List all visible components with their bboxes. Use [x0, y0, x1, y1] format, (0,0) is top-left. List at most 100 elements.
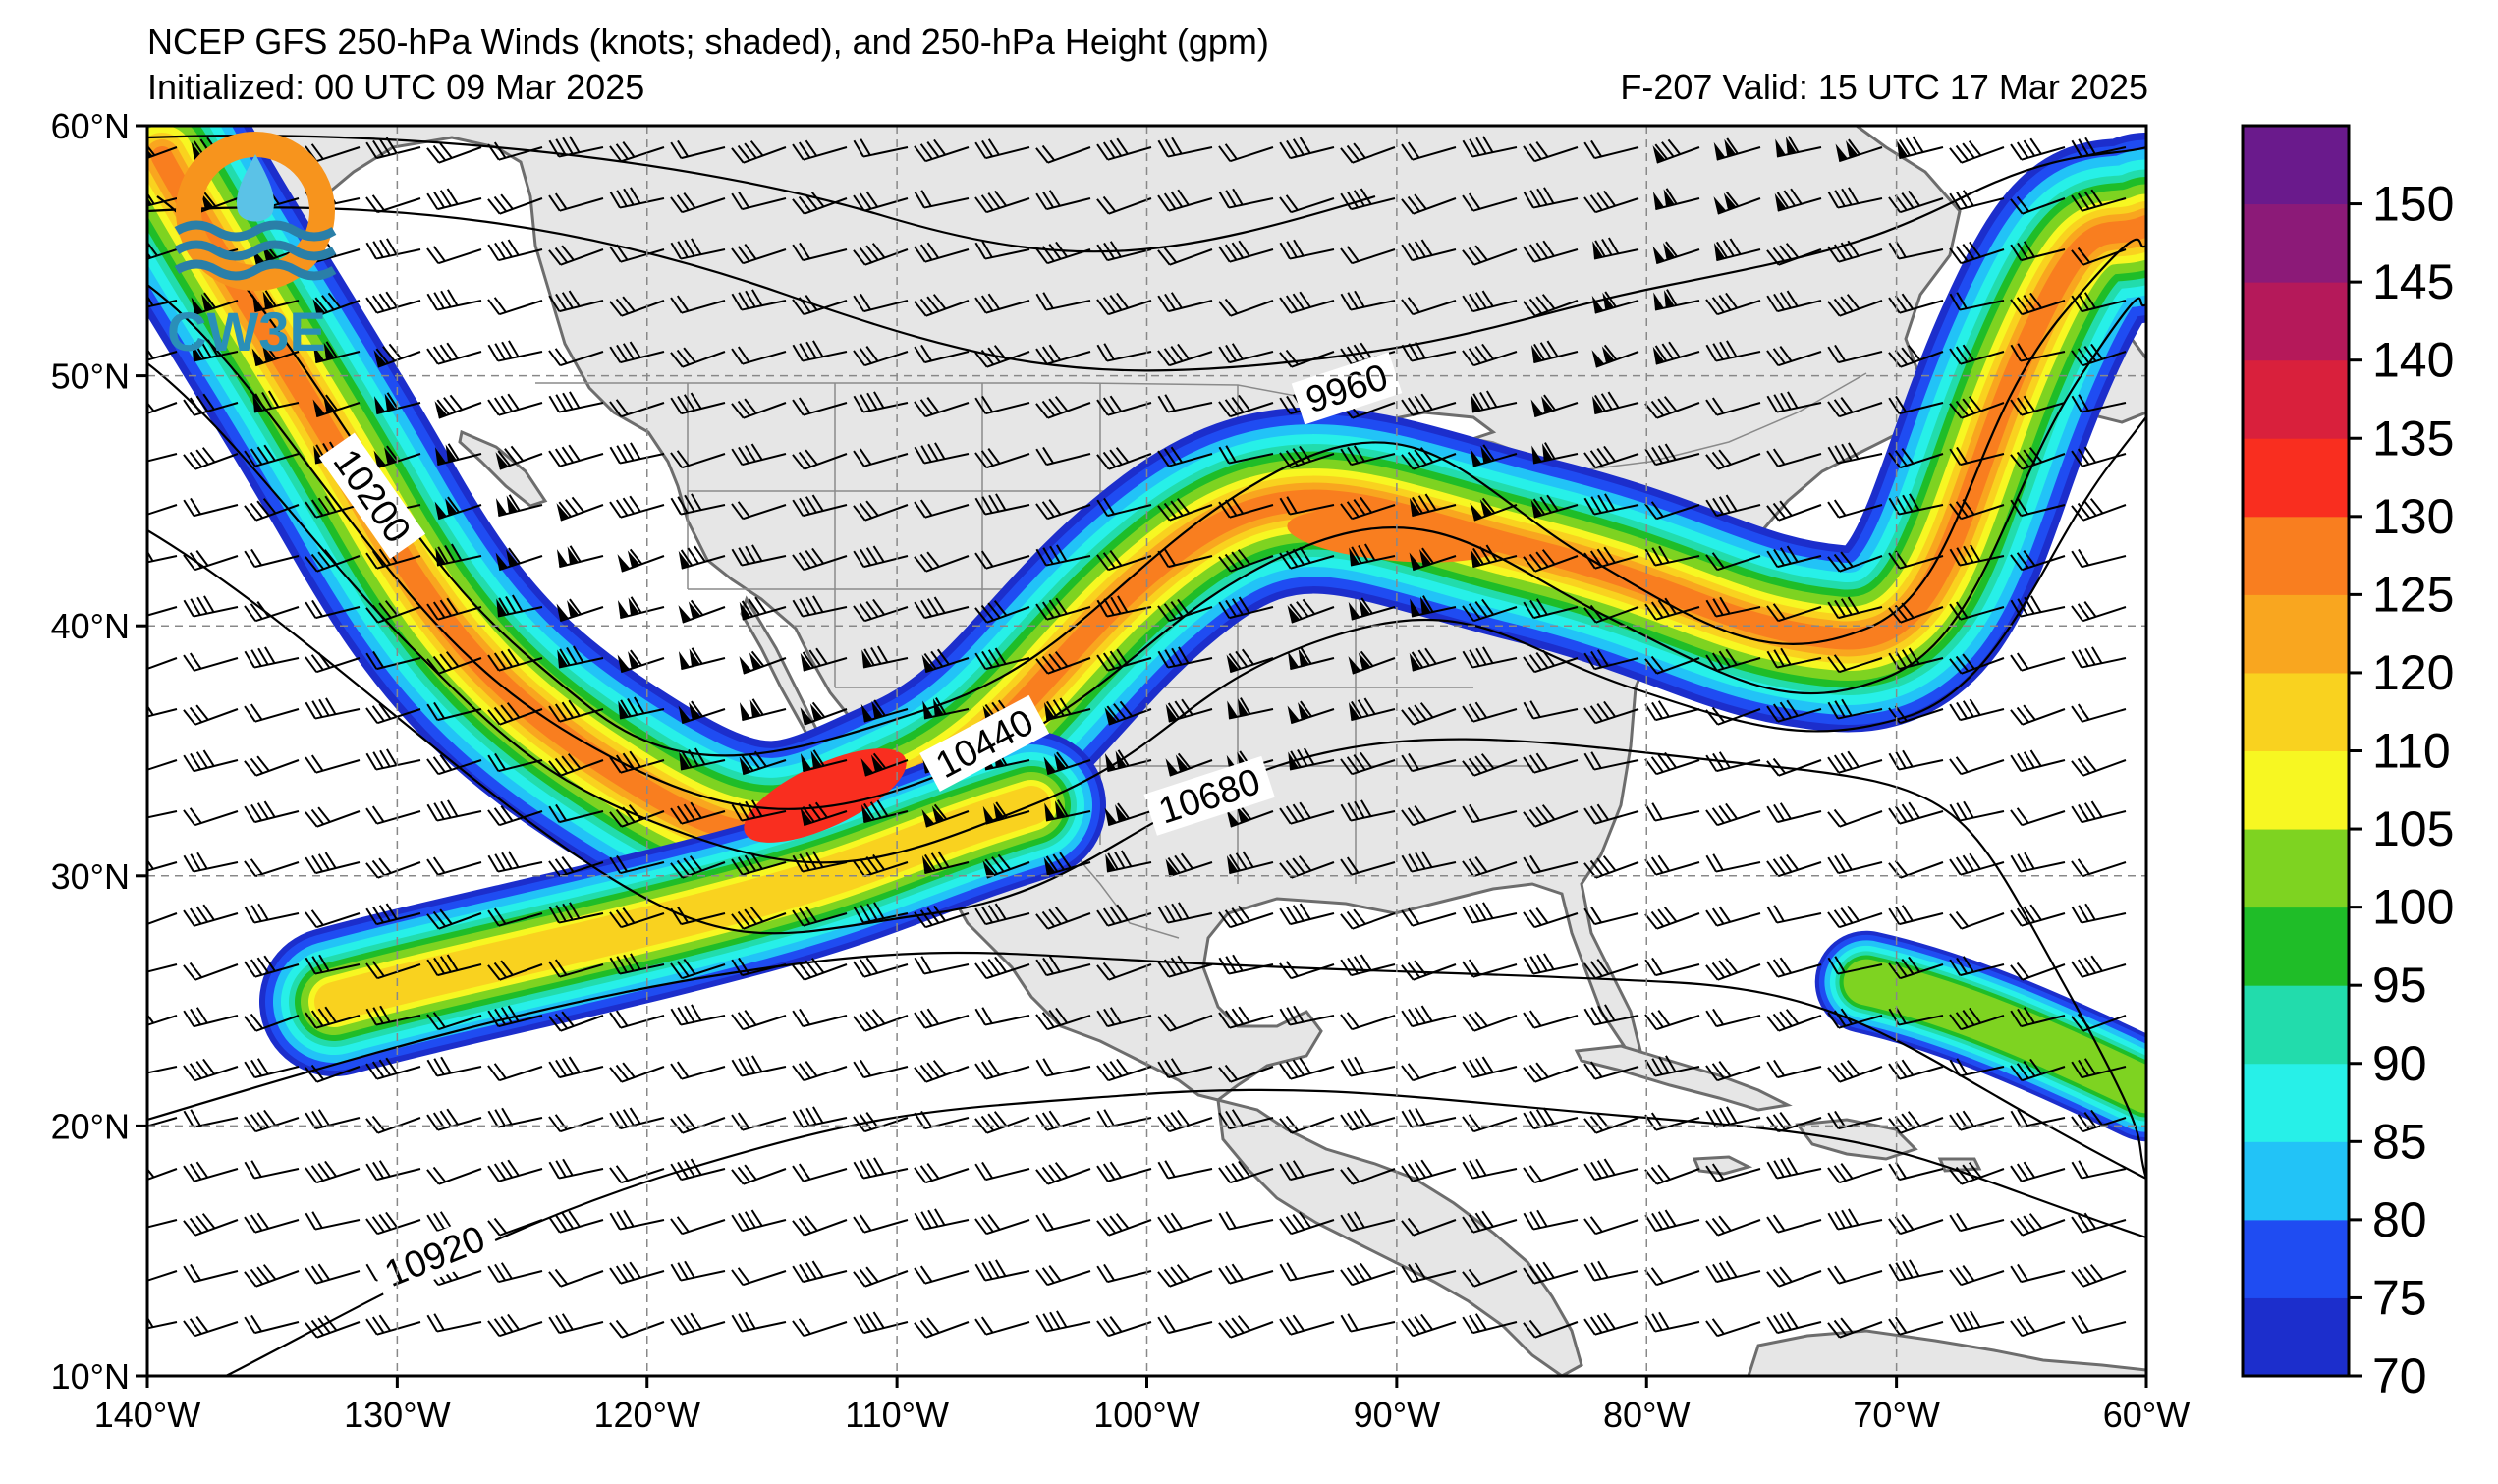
wind-barb	[147, 188, 178, 211]
wind-barb	[1157, 598, 1213, 623]
wind-barb	[1279, 801, 1335, 825]
wind-barb	[1035, 190, 1091, 211]
wind-barb	[860, 752, 909, 777]
colorbar-swatch	[2243, 203, 2349, 283]
wind-barb	[487, 1217, 543, 1237]
wind-barb	[1644, 443, 1700, 467]
wind-barb	[1888, 395, 1944, 415]
wind-barb	[1157, 955, 1213, 978]
wind-barb	[1462, 598, 1518, 623]
wind-barb	[1035, 956, 1091, 977]
wind-barb	[426, 597, 482, 621]
wind-barb	[1401, 141, 1457, 161]
wind-barb	[1340, 799, 1396, 822]
wind-barb	[1218, 497, 1274, 519]
wind-barb	[1340, 954, 1396, 977]
wind-barb	[2071, 548, 2127, 569]
wind-barb	[792, 1318, 848, 1338]
wind-barb	[1713, 137, 1761, 161]
wind-barb	[2071, 858, 2127, 878]
wind-barb	[670, 392, 726, 415]
wind-barb	[365, 703, 421, 725]
wind-barb	[426, 1108, 482, 1131]
wind-barb	[244, 548, 300, 569]
wind-barb	[792, 449, 848, 470]
wind-barb	[1157, 1109, 1213, 1133]
wind-barb	[305, 954, 361, 975]
colorbar: 70 75 80 85 90 95 100 105 110 120 125 130 135 140 145 1…	[2241, 124, 2454, 1403]
wind-barb	[244, 955, 300, 978]
wind-barb	[609, 854, 665, 875]
wind-barb	[1340, 1262, 1396, 1287]
wind-barb	[1591, 391, 1639, 415]
wind-barb	[1096, 1007, 1152, 1028]
wind-barb	[731, 398, 787, 419]
wind-barb	[305, 1211, 361, 1231]
wind-barb	[548, 192, 604, 212]
wind-barb	[183, 807, 239, 827]
wind-barb	[2071, 601, 2127, 623]
wind-barb	[2071, 137, 2127, 158]
wind-barb	[305, 1315, 361, 1339]
wind-barb	[1644, 545, 1700, 567]
colorbar-label: 135	[2372, 411, 2454, 466]
wind-barb	[1287, 647, 1335, 671]
wind-barb	[426, 188, 482, 211]
wind-barb	[434, 394, 482, 419]
wind-barb	[792, 906, 848, 927]
wind-barb	[487, 393, 543, 416]
wind-barb	[1705, 449, 1761, 470]
wind-barb	[1888, 190, 1944, 214]
wind-barb	[1035, 446, 1091, 467]
wind-barb	[731, 544, 787, 567]
wind-barb	[1462, 1313, 1518, 1335]
wind-barb	[1530, 394, 1579, 418]
wind-barb	[1705, 494, 1761, 518]
wind-barb	[1218, 596, 1274, 620]
wind-barb	[1583, 649, 1639, 671]
wind-barb	[2071, 1212, 2127, 1234]
wind-barb	[1218, 394, 1274, 418]
wind-barb	[1470, 497, 1518, 522]
logo-drop-icon	[236, 154, 275, 222]
wind-barb	[495, 445, 543, 470]
wind-barb	[305, 806, 361, 828]
lat-tick-label: 60°N	[51, 106, 130, 146]
wind-barb	[434, 443, 482, 467]
wind-barb	[2010, 1058, 2066, 1082]
wind-barb	[1157, 343, 1213, 367]
wind-barb	[1766, 1112, 1822, 1133]
wind-barb	[2071, 703, 2127, 723]
wind-barb	[860, 699, 909, 723]
wind-barb	[1340, 142, 1396, 164]
wind-barb	[183, 1213, 239, 1237]
wind-barb	[1462, 290, 1518, 313]
wind-barb	[426, 799, 482, 822]
lon-tick-label: 60°W	[2103, 1395, 2190, 1435]
wind-barb	[739, 596, 787, 621]
wind-barb	[305, 495, 361, 519]
wind-barb	[792, 1215, 848, 1237]
wind-barb	[1340, 445, 1396, 467]
wind-barb	[792, 139, 848, 161]
wind-barb	[1591, 291, 1639, 314]
wind-barb	[2071, 247, 2127, 266]
wind-barb	[1096, 137, 1152, 161]
wind-barb	[1949, 956, 2005, 977]
wind-barb	[1949, 241, 2005, 265]
wind-barb	[1766, 1311, 1822, 1335]
wind-barb	[548, 391, 604, 413]
wind-barb	[1705, 292, 1761, 316]
wind-barb	[1888, 448, 1944, 469]
wind-barb	[183, 749, 239, 773]
wind-barb	[556, 598, 604, 623]
wind-barb	[792, 958, 848, 981]
wind-barb	[1583, 1113, 1639, 1134]
colorbar-label: 80	[2372, 1192, 2427, 1247]
wind-barb	[2010, 241, 2066, 262]
wind-barb	[1096, 241, 1152, 262]
wind-barb	[1410, 595, 1457, 618]
wind-barb	[1279, 239, 1335, 260]
wind-barb	[1279, 1211, 1335, 1236]
wind-barb	[731, 1112, 787, 1131]
